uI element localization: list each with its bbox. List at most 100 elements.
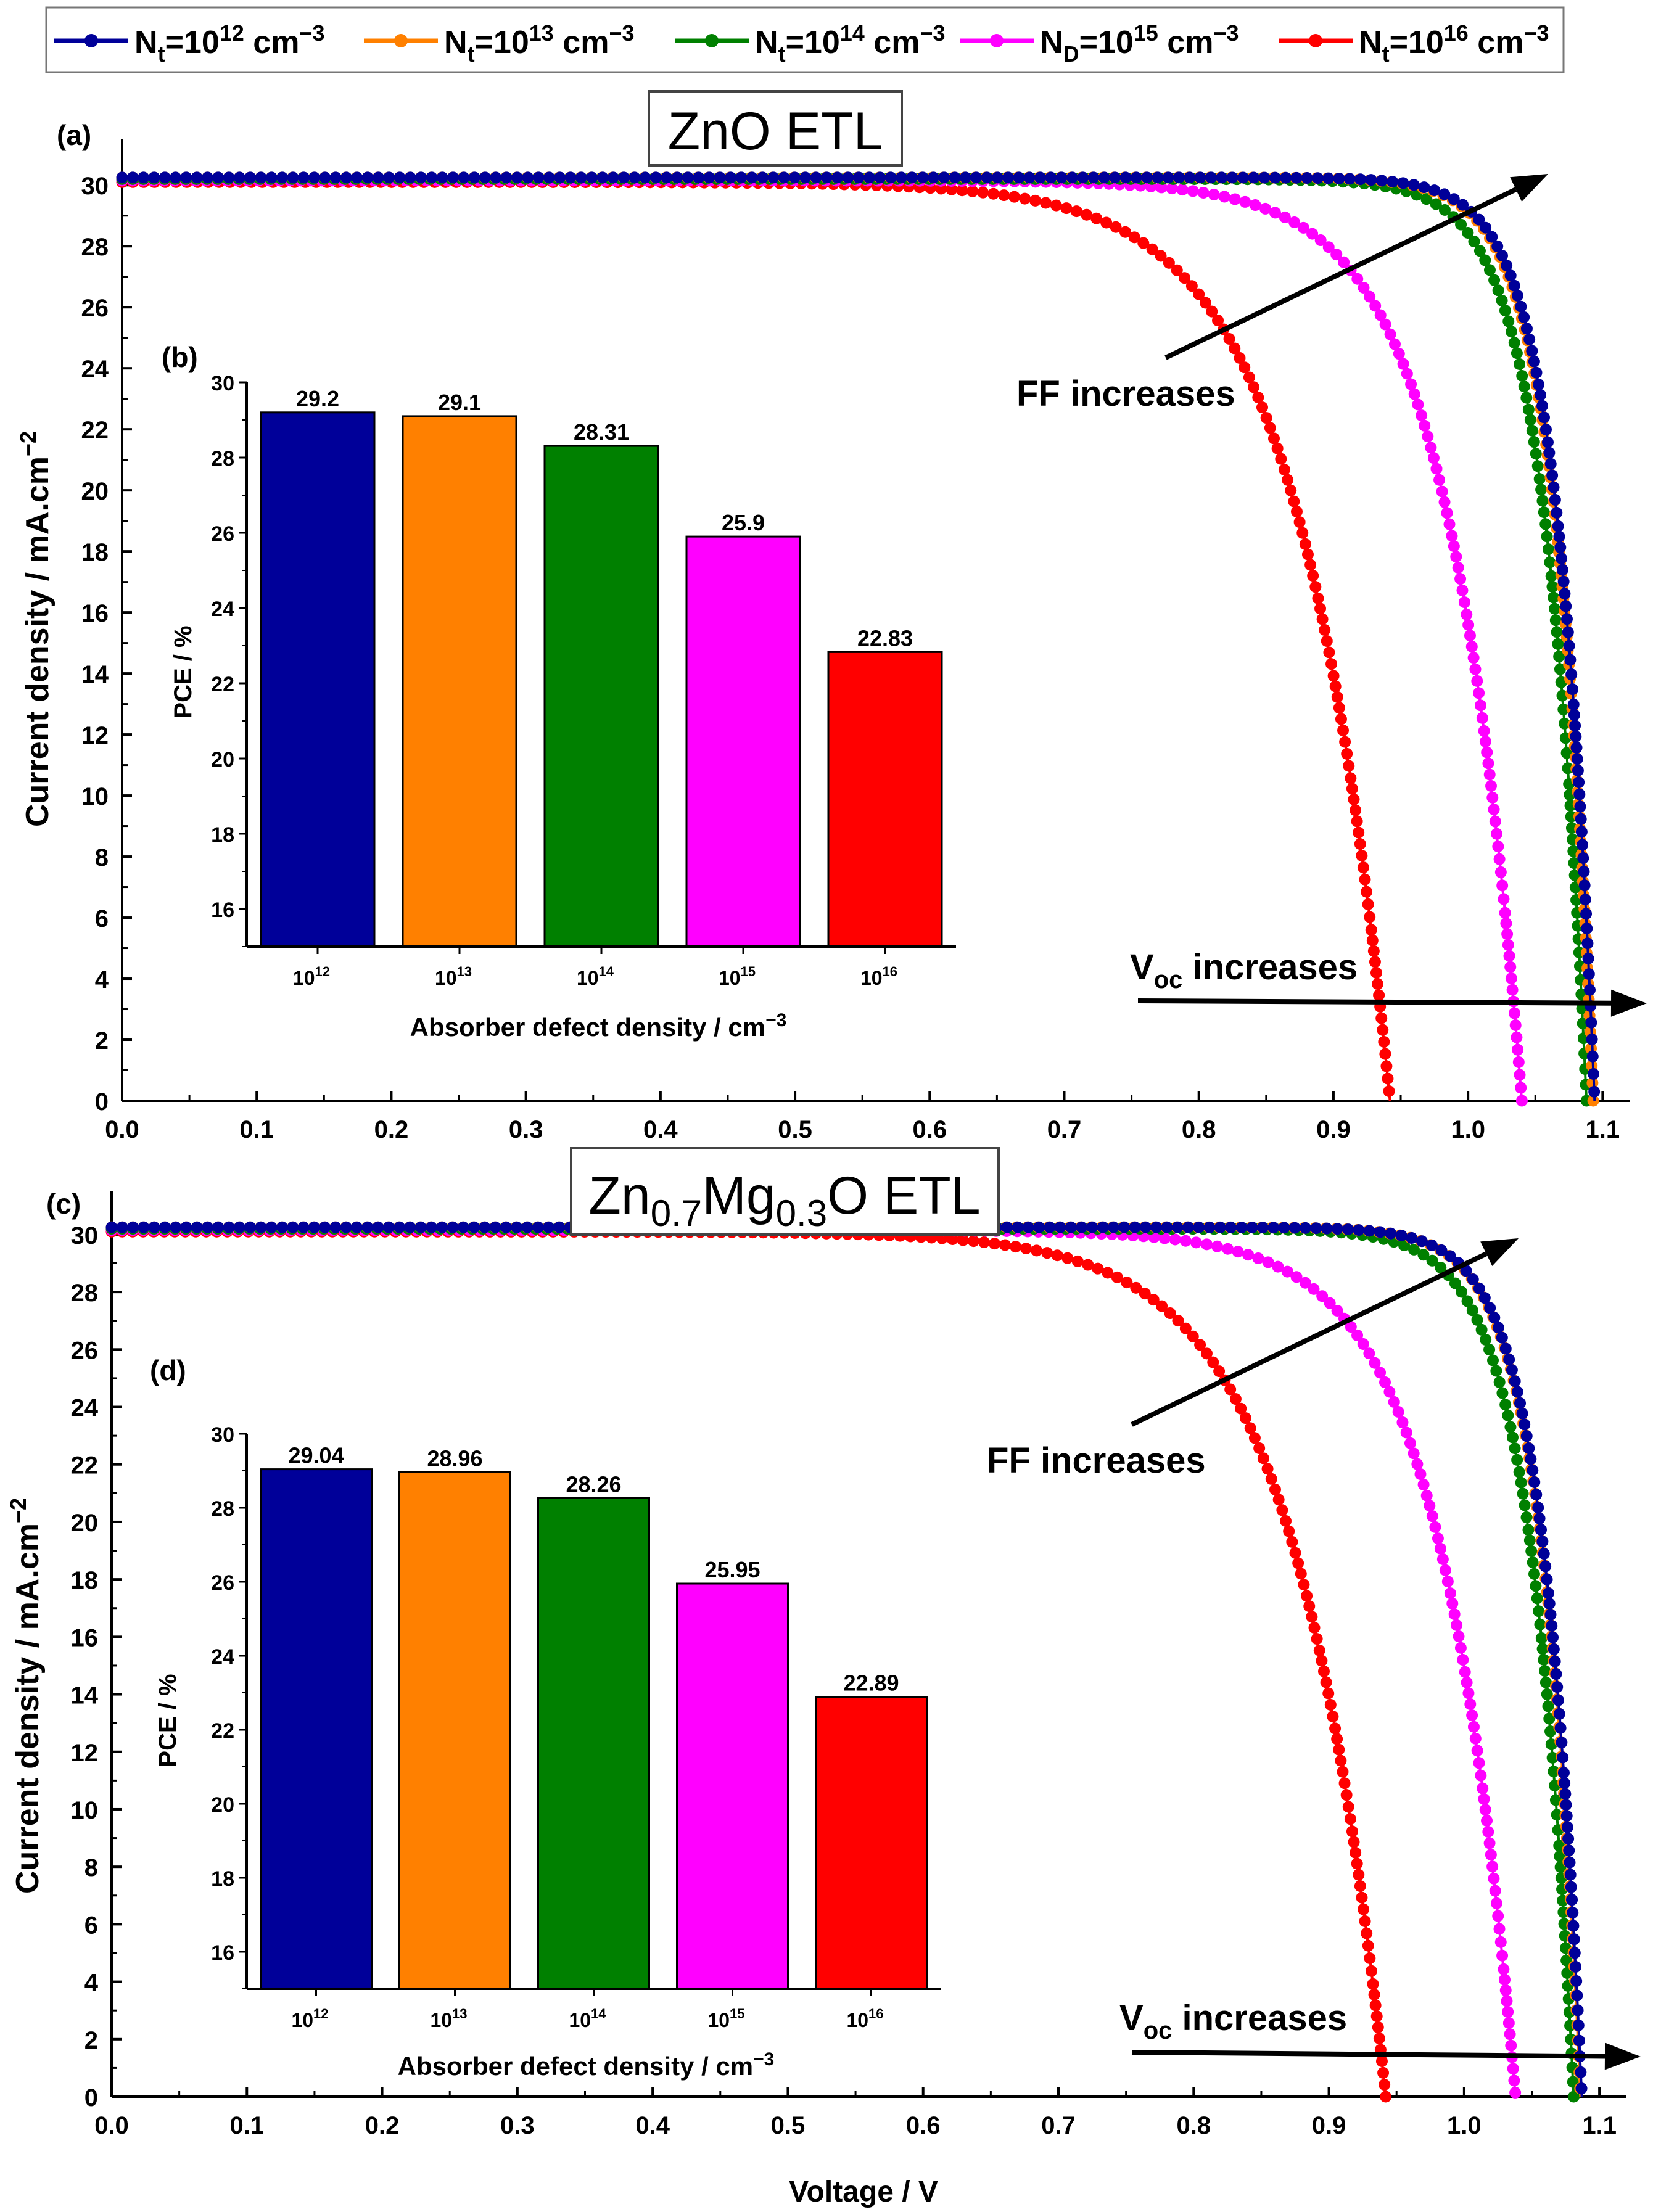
data-point — [1492, 284, 1504, 297]
data-point — [1441, 507, 1453, 519]
data-point — [1493, 1376, 1506, 1388]
x-tick-label: 0.7 — [1041, 2112, 1076, 2139]
data-point — [1257, 1452, 1269, 1465]
bar-value-label: 25.95 — [704, 1557, 760, 1582]
x-tick-label: 1.1 — [1586, 1116, 1620, 1143]
data-point — [276, 171, 289, 184]
panel-a-ff-annotation: FF increases — [1016, 374, 1235, 414]
data-point — [1158, 1232, 1171, 1244]
bar-value-label: 29.1 — [438, 390, 481, 415]
bar-value-label: 28.31 — [574, 419, 629, 445]
data-point — [575, 171, 587, 184]
y-tick-label: 30 — [81, 173, 109, 200]
data-point — [1556, 689, 1568, 702]
data-point — [1488, 1872, 1500, 1885]
data-point — [735, 171, 748, 184]
data-point — [1311, 172, 1324, 184]
data-point — [1559, 588, 1571, 600]
data-point — [1378, 1035, 1390, 1048]
data-point — [1511, 347, 1523, 360]
data-point — [1533, 379, 1545, 391]
data-point — [1473, 1757, 1485, 1769]
data-point — [1356, 849, 1368, 861]
data-point — [1499, 1973, 1511, 1986]
data-point — [1509, 1007, 1521, 1019]
data-point — [1515, 1095, 1528, 1107]
data-point — [1465, 640, 1478, 652]
data-point — [212, 171, 225, 184]
data-point — [1002, 171, 1015, 184]
data-point — [1275, 453, 1287, 465]
data-point — [1560, 1799, 1572, 1811]
data-point — [1351, 1329, 1364, 1341]
y-tick-label: 20 — [81, 478, 109, 505]
data-point — [1469, 1732, 1482, 1745]
data-point — [596, 171, 609, 184]
data-point — [1401, 368, 1413, 380]
data-point — [1384, 328, 1396, 340]
data-point — [1496, 294, 1508, 306]
data-point — [820, 171, 833, 184]
data-point — [1061, 1252, 1074, 1264]
data-point — [394, 1221, 406, 1233]
data-point — [1539, 424, 1552, 436]
data-point — [1462, 226, 1474, 239]
legend: Nt=1012 cm−3 Nt=1013 cm−3 Nt=1014 cm−3 ND=1… — [45, 6, 1565, 73]
data-point — [1424, 1500, 1436, 1512]
x-tick-label: 0.0 — [94, 2112, 129, 2139]
data-point — [1514, 1397, 1527, 1409]
data-point — [1551, 1681, 1564, 1693]
data-point — [1385, 1227, 1397, 1240]
data-point — [1050, 199, 1062, 212]
data-point — [1564, 1869, 1577, 1881]
data-point — [1512, 289, 1524, 302]
data-point — [1184, 171, 1196, 184]
legend-marker — [990, 34, 1004, 47]
y-tick-label: 14 — [71, 1682, 99, 1709]
data-point — [1044, 1221, 1056, 1233]
y-tick-label: 20 — [71, 1510, 99, 1537]
data-point — [1364, 1952, 1376, 1965]
data-point — [1528, 355, 1540, 368]
data-point — [1283, 1525, 1295, 1537]
data-point — [1519, 1499, 1531, 1511]
data-point — [1323, 646, 1335, 659]
data-point — [521, 1221, 534, 1233]
data-point — [1454, 1642, 1467, 1654]
data-point — [1369, 956, 1381, 968]
data-point — [1330, 249, 1343, 261]
data-point — [1225, 1221, 1237, 1233]
data-point — [458, 171, 470, 184]
data-point — [1029, 194, 1042, 207]
data-point — [1422, 430, 1434, 443]
data-point — [1229, 1393, 1242, 1405]
data-point — [116, 1221, 128, 1233]
data-point — [1483, 1343, 1496, 1355]
data-point — [1363, 1225, 1375, 1237]
legend-entry-label: Nt=1012 cm−3 — [134, 20, 324, 67]
data-point — [863, 171, 876, 184]
data-point — [1327, 1710, 1339, 1722]
data-point — [1368, 1988, 1380, 2000]
x-tick-label: 1013 — [435, 964, 472, 989]
data-point — [725, 171, 737, 184]
data-point — [1366, 934, 1379, 947]
x-tick-label: 0.9 — [1316, 1116, 1351, 1143]
data-point — [233, 171, 245, 184]
data-point — [1380, 2091, 1392, 2103]
data-point — [1301, 1590, 1313, 1602]
y-tick-label: 26 — [71, 1337, 99, 1364]
data-point — [1545, 1738, 1557, 1751]
data-point — [1499, 1984, 1512, 1997]
data-point — [1362, 898, 1374, 910]
x-tick-label: 1.1 — [1582, 2112, 1617, 2139]
data-point — [1362, 1939, 1374, 1952]
panel-a-ylabel: Current density / mA.cm−2 — [15, 431, 56, 827]
y-tick-label: 24 — [71, 1395, 99, 1422]
x-tick-label: 1013 — [430, 2006, 467, 2031]
data-point — [1329, 680, 1342, 693]
bar-value-label: 28.26 — [566, 1471, 621, 1497]
panel-a-ff-arrow — [1164, 174, 1548, 360]
data-point — [1493, 853, 1506, 865]
data-point — [1327, 670, 1340, 682]
